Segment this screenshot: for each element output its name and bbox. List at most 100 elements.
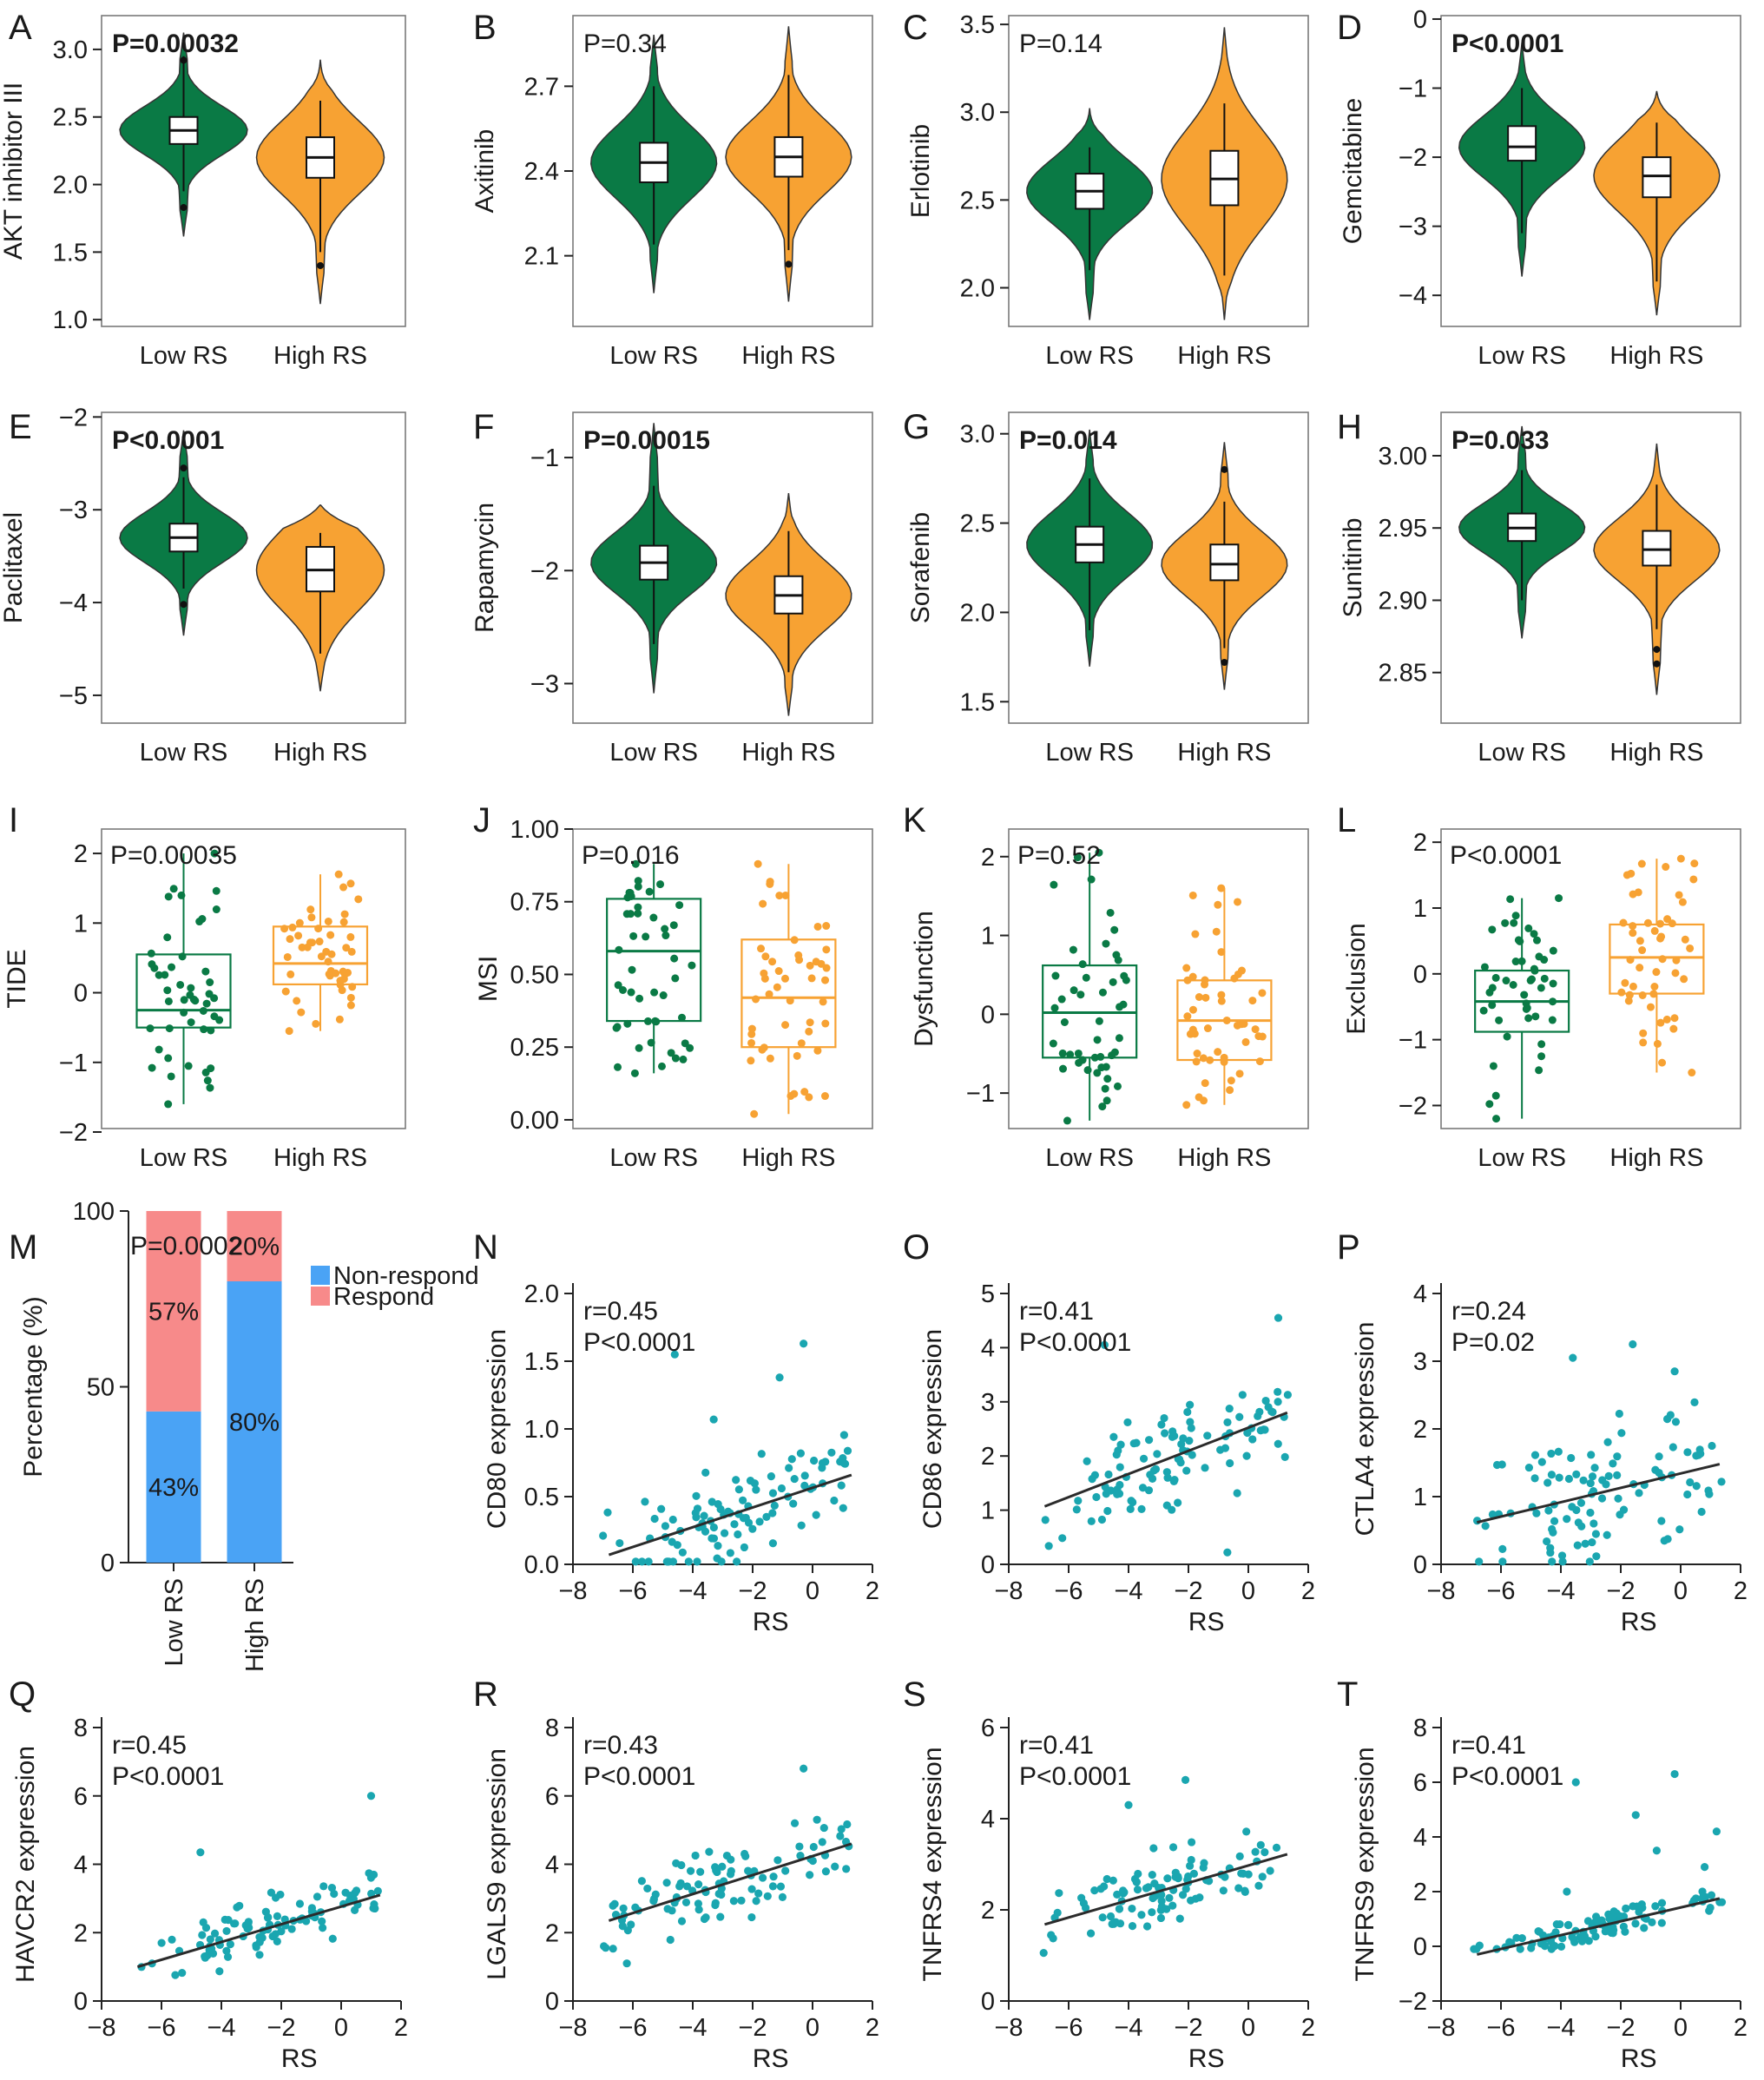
data-point <box>1241 1037 1250 1046</box>
data-point <box>1629 982 1637 991</box>
data-point <box>1055 1889 1063 1898</box>
y-tick-label: 2 <box>1413 1416 1427 1444</box>
y-tick-label: 2 <box>74 1919 88 1947</box>
data-point <box>1683 1490 1692 1499</box>
data-point <box>1522 999 1530 1008</box>
data-point <box>1514 936 1523 945</box>
data-point <box>1113 1082 1122 1090</box>
data-point <box>1179 1434 1188 1443</box>
data-point <box>1112 951 1121 959</box>
data-point <box>1524 924 1533 932</box>
data-point <box>1193 1050 1201 1058</box>
data-point <box>1621 978 1629 987</box>
data-point <box>670 954 679 963</box>
data-point <box>630 1069 639 1077</box>
data-point <box>752 1897 760 1906</box>
data-point <box>1223 1548 1232 1557</box>
data-point <box>1093 1069 1102 1077</box>
data-point <box>837 1825 846 1833</box>
data-point <box>1609 1913 1617 1922</box>
bar-label: 57% <box>148 1298 199 1326</box>
data-point <box>1082 973 1090 982</box>
data-point <box>714 1500 722 1509</box>
data-point <box>1203 1432 1212 1440</box>
x-tick-label: −4 <box>678 1577 707 1605</box>
data-point <box>1662 863 1670 872</box>
data-point <box>1162 1905 1171 1913</box>
x-tick-label: Low RS <box>1478 739 1566 767</box>
data-point <box>747 1024 756 1033</box>
data-point <box>1555 894 1563 903</box>
data-point <box>1537 984 1545 992</box>
regression-line <box>1043 1411 1288 1508</box>
data-point <box>1717 1898 1727 1906</box>
data-point <box>1241 1887 1249 1897</box>
data-point <box>786 997 794 1005</box>
data-point <box>1537 1458 1546 1466</box>
data-point <box>1268 1408 1277 1417</box>
data-point <box>1183 976 1192 984</box>
data-point <box>645 887 654 896</box>
data-point <box>1648 1918 1656 1926</box>
data-point <box>1274 1387 1282 1396</box>
y-axis-title: TNFRS9 expression <box>1351 1747 1379 1981</box>
x-tick-label: −2 <box>1174 2014 1202 2042</box>
data-point <box>327 1884 337 1892</box>
data-point <box>1234 898 1242 906</box>
regression-line <box>1477 1897 1721 1956</box>
data-point <box>334 870 343 879</box>
data-point <box>795 1842 804 1851</box>
data-point <box>1199 1054 1208 1063</box>
data-point <box>187 984 195 992</box>
data-point <box>628 965 636 974</box>
data-point <box>288 923 297 931</box>
y-tick-label: −2 <box>1399 1092 1427 1120</box>
data-point <box>626 910 635 918</box>
regression-line <box>608 1842 852 1922</box>
data-point <box>790 1474 799 1484</box>
data-point <box>1588 1472 1597 1481</box>
data-point <box>210 1929 220 1938</box>
data-point <box>373 1886 382 1895</box>
data-point <box>831 1862 839 1871</box>
x-axis-title: RS <box>281 2044 318 2073</box>
plot-frame <box>101 15 406 327</box>
data-point <box>1524 1014 1533 1023</box>
data-point <box>819 1823 828 1833</box>
x-tick-label: High RS <box>241 1578 269 1672</box>
data-point <box>1516 1945 1524 1953</box>
box <box>740 938 837 1049</box>
data-point <box>1597 1916 1606 1925</box>
data-point <box>1258 1873 1267 1881</box>
x-tick-label: −4 <box>1546 1577 1575 1605</box>
panel-n: N 0.0 0.5 1.0 1.5 2.0 −8 −6 −4 −2 0 2 r=0.45P<0.0001… <box>473 1228 879 1636</box>
r-value: r=0.24 <box>1451 1297 1526 1326</box>
data-point <box>748 1524 757 1533</box>
data-point <box>714 1542 722 1550</box>
y-tick-label: 2 <box>981 1897 995 1925</box>
data-point <box>717 1890 726 1899</box>
x-tick-label: High RS <box>273 1144 367 1172</box>
data-point <box>1583 1917 1593 1925</box>
data-point <box>794 951 803 959</box>
data-point <box>758 1873 767 1882</box>
data-point <box>1110 1048 1119 1056</box>
data-point <box>800 1339 808 1348</box>
data-point <box>789 1499 798 1508</box>
data-point <box>295 1899 305 1908</box>
data-point <box>1226 1458 1234 1468</box>
data-point <box>1161 1429 1169 1438</box>
data-point <box>773 1856 782 1865</box>
data-point <box>837 1481 846 1490</box>
data-point <box>709 1415 718 1424</box>
y-tick-label: −2 <box>59 1119 88 1147</box>
data-point <box>649 1894 659 1904</box>
data-point <box>1495 1016 1504 1024</box>
data-point <box>1652 968 1661 977</box>
data-point <box>1712 1827 1721 1836</box>
y-axis-title: Exclusion <box>1342 923 1371 1034</box>
y-tick-label: 1 <box>74 910 88 938</box>
data-point <box>1178 1891 1188 1899</box>
data-point <box>613 1023 622 1031</box>
y-tick-label: 0 <box>1413 6 1427 34</box>
